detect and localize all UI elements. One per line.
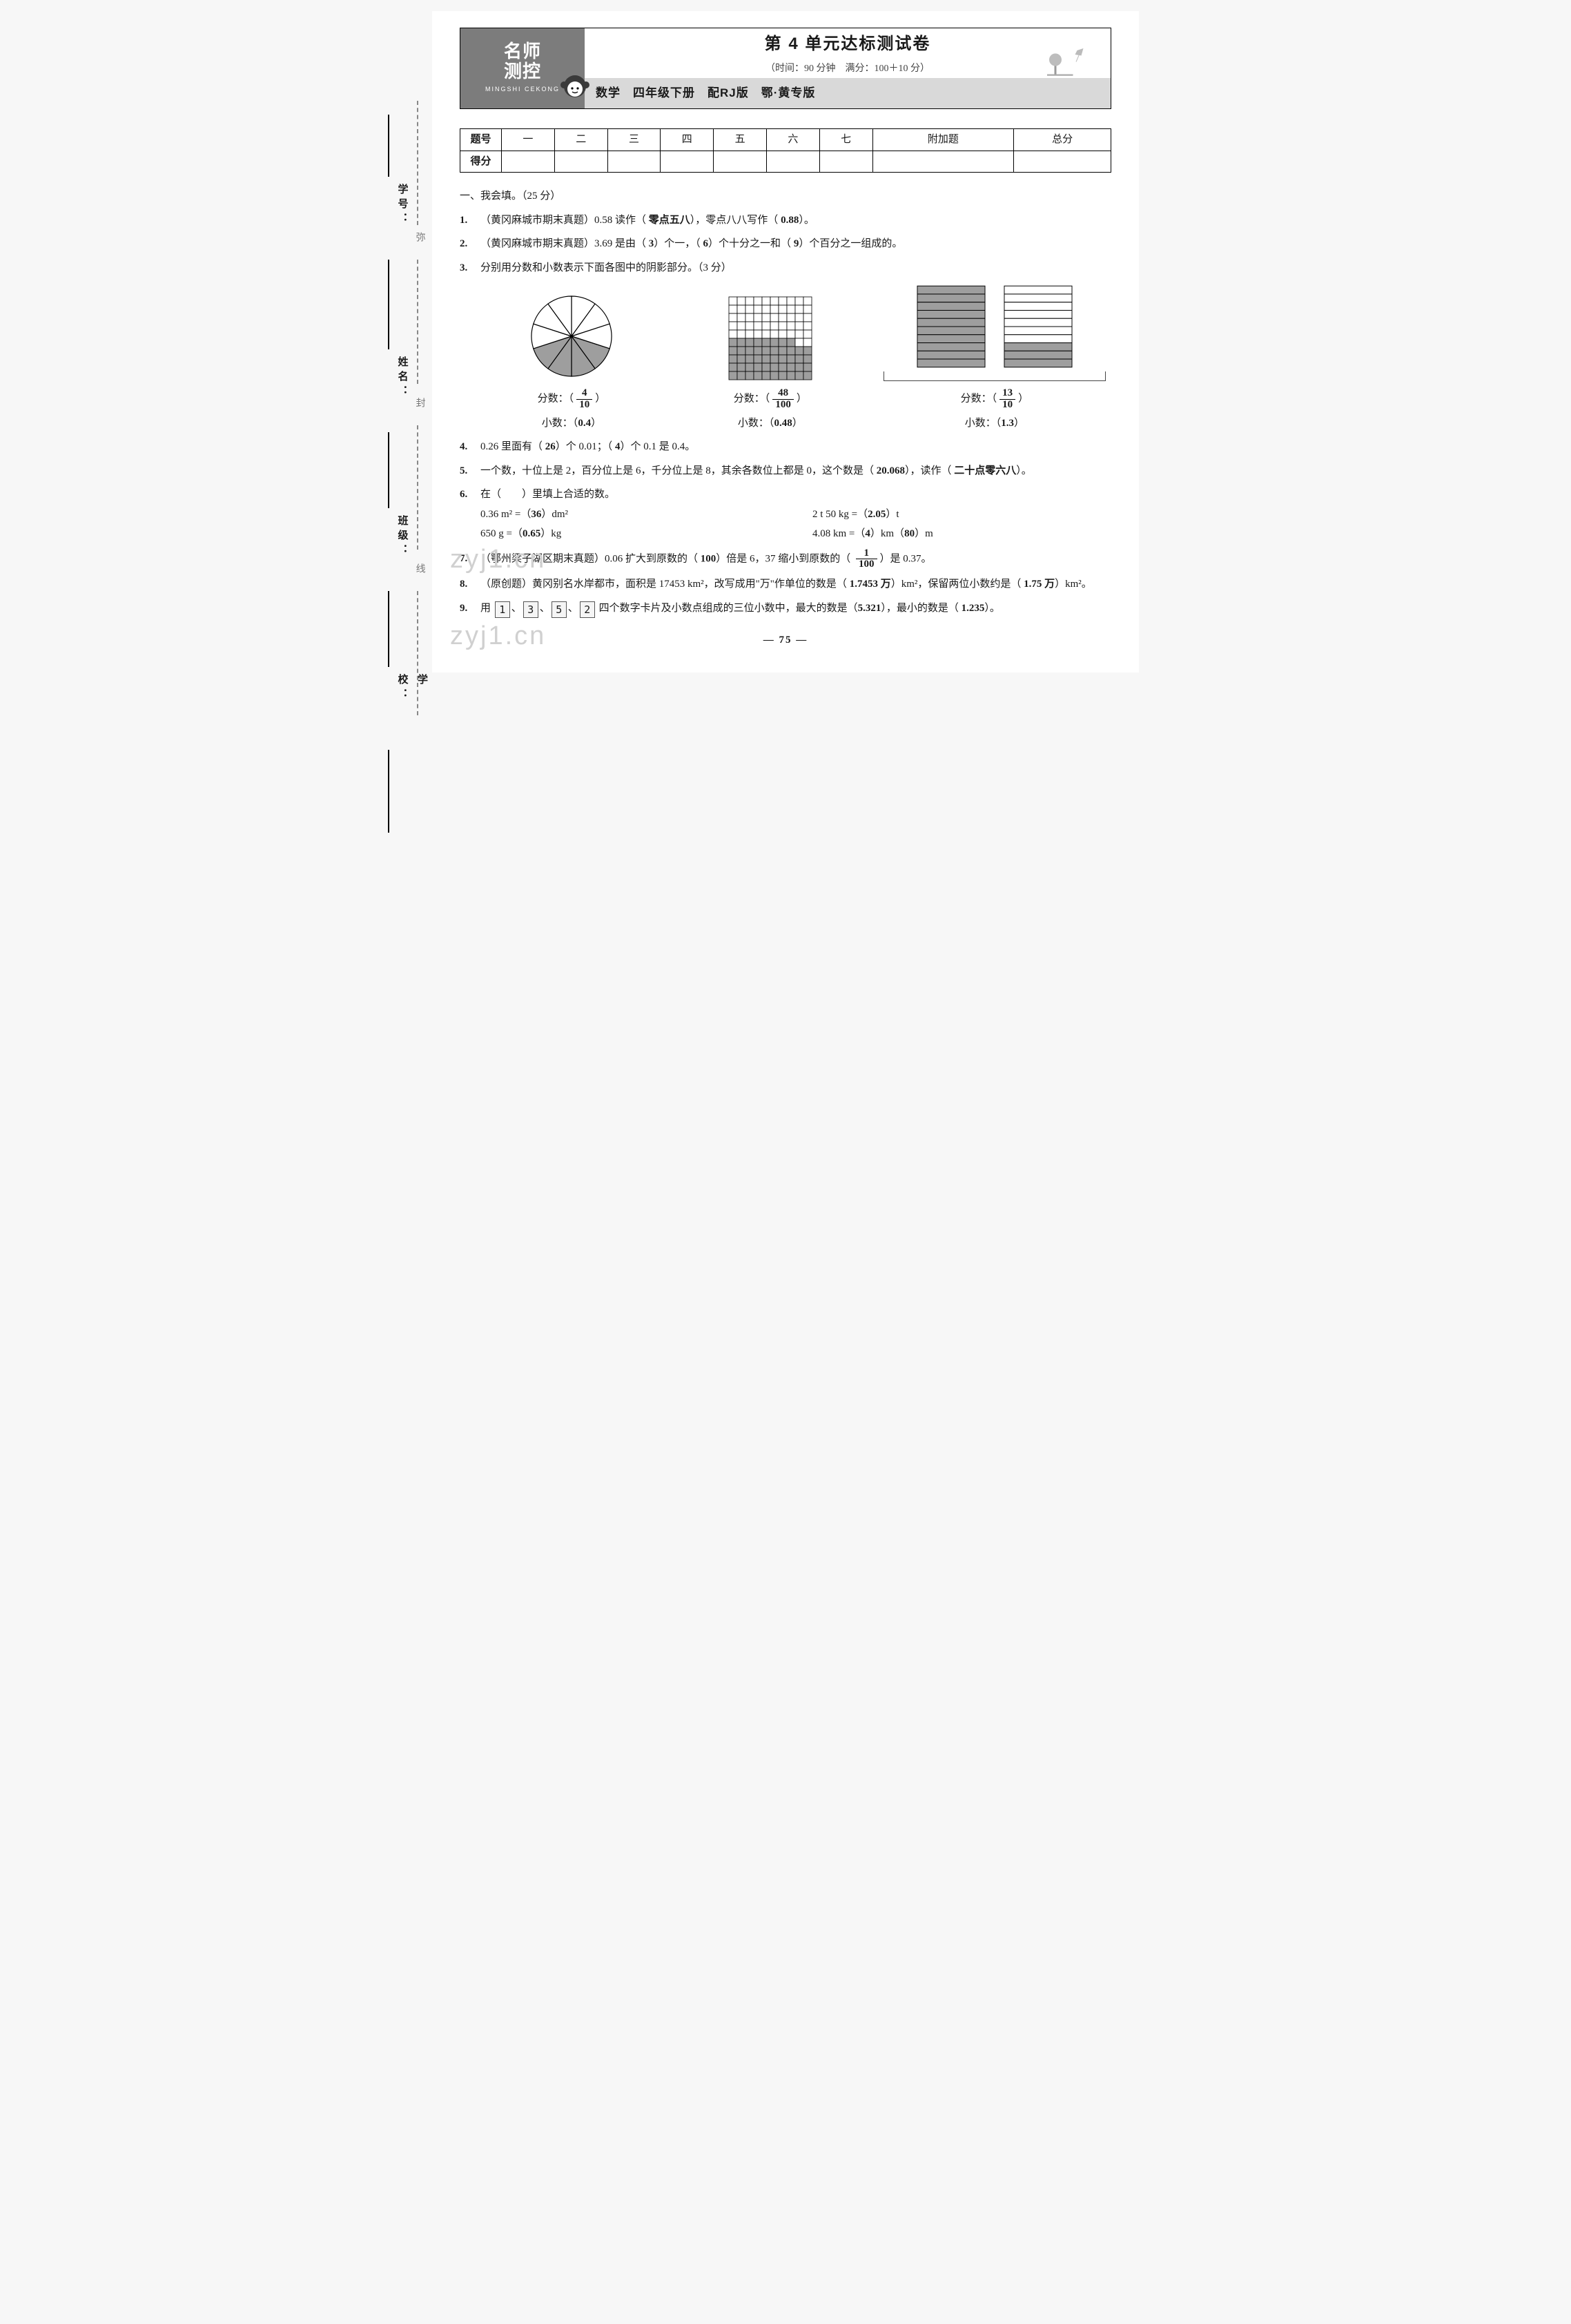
table-row: 得分	[460, 151, 1111, 173]
answer: 36	[531, 509, 541, 520]
score-table: 题号 一 二 三 四 五 六 七 附加题 总分 得分	[460, 128, 1111, 173]
score-cell[interactable]	[554, 151, 607, 173]
answer: 13	[999, 388, 1015, 400]
bars-figure-1	[917, 284, 986, 369]
answer: 48	[772, 388, 794, 400]
tree-kite-icon	[1047, 46, 1089, 79]
answer: 5.321	[858, 603, 881, 614]
score-cell[interactable]	[607, 151, 661, 173]
brand-block: 名师 测控 MINGSHI CEKONG	[460, 28, 585, 108]
bars-figure-2	[1004, 284, 1073, 369]
title-banner: 名师 测控 MINGSHI CEKONG 第 4 单元达标测试卷 （时间：90 …	[460, 28, 1111, 109]
score-cell[interactable]	[661, 151, 714, 173]
page: 学号： 姓名： 班级： 学校： 弥 封 线 名师 测控 MINGSHI CEKO…	[432, 11, 1139, 672]
digit-card: 1	[495, 601, 510, 618]
exam-title: 第 4 单元达标测试卷	[765, 28, 931, 60]
answer: 100	[701, 553, 716, 564]
digit-card: 2	[580, 601, 595, 618]
answer: 1	[856, 548, 877, 560]
question-2: 2.（黄冈麻城市期末真题）3.69 是由（ 3）个一，（ 6）个十分之一和（ 9…	[460, 234, 1111, 254]
score-cell[interactable]	[872, 151, 1014, 173]
gutter-banji[interactable]: 班级：	[392, 515, 412, 559]
page-number: — 75 —	[460, 630, 1111, 650]
gutter-xuexiao[interactable]: 学校：	[392, 674, 431, 703]
question-9: zyj1.cn 9.用 1、3、5、2 四个数字卡片及小数点组成的三位小数中，最…	[460, 599, 1111, 619]
answer: 6	[703, 238, 709, 249]
answer: 20.068	[877, 465, 905, 476]
grid-figure	[728, 296, 813, 381]
answer: 0.48	[774, 418, 792, 429]
answer: 80	[904, 528, 915, 539]
digit-card: 5	[552, 601, 567, 618]
score-cell[interactable]	[766, 151, 819, 173]
question-8: 8.（原创题）黄冈别名水岸都市，面积是 17453 km²，改写成用"万"作单位…	[460, 574, 1111, 594]
edition-strip: 数学 四年级下册 配RJ版 鄂·黄专版	[585, 78, 1111, 108]
answer: 0.88	[781, 215, 799, 226]
question-1: 1.（黄冈麻城市期末真题）0.58 读作（ 零点五八），零点八八写作（ 0.88…	[460, 211, 1111, 231]
answer: 4	[615, 441, 621, 452]
answer: 1.235	[962, 603, 985, 614]
gutter-xingming[interactable]: 姓名：	[392, 356, 412, 400]
brace-icon	[884, 371, 1106, 381]
question-5: 5.一个数，十位上是 2，百分位上是 6，千分位上是 8，其余各数位上都是 0，…	[460, 461, 1111, 481]
section-1-heading: 一、我会填。（25 分）	[460, 186, 1111, 206]
answer: 26	[545, 441, 556, 452]
answer: 1.7453 万	[850, 579, 891, 590]
exam-subtitle: （时间：90 分钟 满分：100＋10 分）	[765, 60, 930, 79]
answer: 100	[856, 559, 877, 570]
score-cell[interactable]	[502, 151, 555, 173]
pie-figure	[527, 291, 616, 381]
gutter-xuehao[interactable]: 学号：	[392, 184, 412, 227]
digit-card: 3	[523, 601, 538, 618]
answer: 4	[865, 528, 870, 539]
score-cell[interactable]	[1014, 151, 1111, 173]
score-cell[interactable]	[714, 151, 767, 173]
answer: 0.4	[578, 418, 591, 429]
answer: 1.75 万	[1024, 579, 1055, 590]
brand-line1: 名师	[504, 41, 541, 62]
answer: 0.65	[523, 528, 540, 539]
table-row: 题号 一 二 三 四 五 六 七 附加题 总分	[460, 129, 1111, 151]
answer: 二十点零六八	[954, 465, 1016, 476]
question-4: 4.0.26 里面有（ 26）个 0.01；（ 4）个 0.1 是 0.4。	[460, 437, 1111, 457]
brand-pinyin: MINGSHI CEKONG	[485, 84, 560, 95]
answer: 1.3	[1001, 418, 1014, 429]
answer: 2.05	[868, 509, 886, 520]
answer: 4	[576, 388, 592, 400]
answer: 零点五八	[649, 215, 690, 226]
answer: 10	[576, 400, 592, 411]
score-cell[interactable]	[819, 151, 872, 173]
question-7: 7.（鄂州梁子湖区期末真题）0.06 扩大到原数的（ 100）倍是 6，37 缩…	[460, 548, 1111, 571]
question-3: 3.分别用分数和小数表示下面各图中的阴影部分。（3 分） 分数：（410） 小数…	[460, 258, 1111, 434]
question-6: zyj1.cn 6.在（ ）里填上合适的数。 0.36 m² =（36）dm² …	[460, 485, 1111, 544]
brand-line2: 测控	[504, 61, 541, 82]
binding-gutter: 学号： 姓名： 班级： 学校： 弥 封 线	[385, 11, 427, 672]
answer: 10	[999, 400, 1015, 411]
answer: 100	[772, 400, 794, 411]
